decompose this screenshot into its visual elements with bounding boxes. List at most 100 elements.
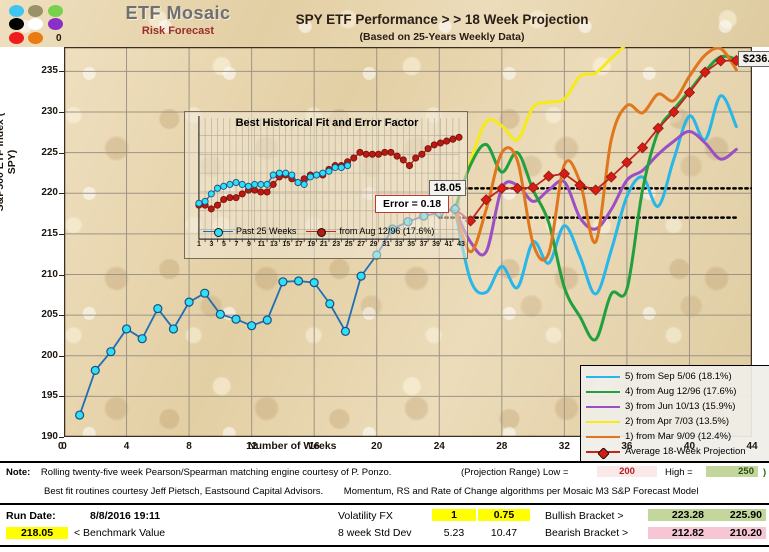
x-axis-title: Number of Weeks (248, 440, 337, 452)
note-line-1: Note: Rolling twenty-five week Pearson/S… (6, 466, 767, 483)
status-inner: Run Date: 8/8/2016 19:11 218.05 < Benchm… (0, 505, 769, 547)
y-tick: 225 (41, 146, 58, 158)
inset-legend-swatch (306, 227, 337, 237)
error-factor-box: Error = 0.18 (375, 195, 450, 213)
logo-dot-7 (28, 31, 44, 44)
y-tick: 235 (41, 65, 58, 77)
note-line-2: Best fit routines courtesy Jeff Pietsch,… (6, 486, 763, 497)
inset-x-tick: 11 (257, 241, 266, 248)
inset-title: Best Historical Fit and Error Factor (235, 117, 419, 129)
x-tick: 32 (558, 441, 570, 452)
projection-range-low: 200 (597, 466, 657, 477)
legend-item-3[interactable]: 2) from Apr 7/03 (13.5%) (586, 414, 769, 429)
inset-x-tick: 33 (394, 241, 403, 248)
note-text-1: Rolling twenty-five week Pearson/Spearma… (40, 467, 392, 478)
inset-x-tick: 17 (294, 241, 303, 248)
bearish-bracket-label: Bearish Bracket > (545, 527, 629, 539)
logo-dot-5 (48, 18, 64, 31)
inset-canvas (195, 115, 463, 243)
y-tick-mark (59, 193, 64, 195)
inset-x-tick: 35 (407, 241, 415, 248)
benchmark-value: 218.05 (6, 527, 68, 539)
y-tick: 220 (41, 187, 58, 199)
inset-x-tick: 29 (369, 241, 378, 248)
x-tick: 20 (371, 441, 383, 452)
benchmark-label: < Benchmark Value (74, 527, 166, 539)
legend-label: Average 18-Week Projection (625, 446, 746, 457)
logo-dot-0 (8, 5, 24, 18)
legend-swatch (586, 371, 620, 383)
legend-label: 3) from Jun 10/13 (15.9%) (625, 401, 736, 412)
legend-label: 2) from Apr 7/03 (13.5%) (625, 416, 730, 427)
x-tick: 36 (621, 441, 633, 452)
run-date-label: Run Date: (6, 510, 56, 522)
projection-range-close: ) (763, 467, 767, 478)
y-tick-mark (59, 274, 64, 276)
x-tick: 28 (496, 441, 508, 452)
legend-item-2[interactable]: 3) from Jun 10/13 (15.9%) (586, 399, 769, 414)
logo-dot-6 (8, 31, 24, 44)
x-tick: 12 (246, 441, 258, 452)
projection-range-high-label: High = (665, 467, 693, 478)
y-tick-mark (59, 152, 64, 154)
inset-legend-label: from Aug 12/96 (17.6%) (339, 226, 435, 236)
notes-panel: Note: Rolling twenty-five week Pearson/S… (0, 461, 769, 505)
y-tick-mark (59, 355, 64, 357)
brand-name: ETF Mosaic (125, 3, 231, 23)
y-tick: 205 (41, 309, 58, 321)
legend-swatch (586, 386, 620, 398)
inset-x-tick: 31 (382, 241, 391, 248)
inset-x-tick: 39 (432, 241, 440, 248)
legend-swatch (586, 431, 620, 443)
logo-dot-4 (28, 18, 44, 31)
legend-item-4[interactable]: 1) from Mar 9/09 (12.4%) (586, 429, 769, 444)
projection-range-label: (Projection Range) Low = (461, 467, 569, 478)
std-dev-a: 5.23 (443, 527, 465, 539)
chart-subtitle: (Based on 25-Years Weekly Data) (359, 31, 525, 43)
y-tick: 230 (41, 106, 58, 117)
bullish-bracket-label: Bullish Bracket > (545, 510, 624, 522)
note-label: Note: (6, 467, 31, 478)
bearish-bracket-a: 212.82 (648, 527, 708, 539)
logo-dot-1 (28, 5, 44, 18)
x-tick: 16 (308, 441, 320, 452)
inset-x-tick: 1 (197, 241, 201, 248)
plot-area: Best Historical Fit and Error Factor Err… (41, 47, 769, 479)
volatility-fx-b: 0.75 (478, 509, 530, 521)
y-tick-mark (59, 233, 64, 235)
y-axis-title: S&P500 ETF Index ( SPY) (0, 113, 18, 212)
inset-x-tick: 19 (307, 241, 316, 248)
legend-item-1[interactable]: 4) from Aug 12/96 (17.6%) (586, 384, 769, 399)
chart-title: SPY ETF Performance > > 18 Week Projecti… (295, 12, 589, 27)
projection-range-high: 250 (706, 466, 758, 477)
legend-swatch (586, 416, 620, 428)
legend-label: 5) from Sep 5/06 (18.1%) (625, 371, 732, 382)
logo-dot-2 (48, 5, 64, 18)
inset-legend-label: Past 25 Weeks (236, 226, 297, 236)
note-text-2a: Best fit routines courtesy Jeff Pietsch,… (44, 486, 324, 497)
y-tick: 210 (41, 268, 58, 280)
legend-item-5[interactable]: Average 18-Week Projection (586, 444, 769, 460)
y-tick-mark (59, 437, 64, 438)
axis-corner-bottom-left: 0 (58, 441, 64, 452)
inset-legend-swatch (203, 227, 233, 237)
axis-corner-top-left: 0 (56, 33, 62, 44)
bullish-bracket-a: 223.28 (648, 509, 708, 521)
inset-x-tick: 41 (444, 241, 453, 248)
legend-label: 4) from Aug 12/96 (17.6%) (625, 386, 737, 397)
run-date-value: 8/8/2016 19:11 (90, 510, 161, 522)
legend-swatch (586, 401, 620, 413)
legend-label: 1) from Mar 9/09 (12.4%) (625, 431, 732, 442)
logo-dot-3 (8, 18, 24, 31)
inset-x-tick: 3 (209, 241, 214, 248)
app-logo (4, 2, 68, 47)
inset-x-tick: 7 (234, 241, 239, 248)
inset-legend: Past 25 Weeks from Aug 12/96 (17.6%) (203, 226, 453, 237)
legend-item-0[interactable]: 5) from Sep 5/06 (18.1%) (586, 369, 769, 384)
inset-x-tick: 43 (457, 241, 465, 248)
x-tick: 44 (746, 441, 758, 452)
status-bar: Run Date: 8/8/2016 19:11 218.05 < Benchm… (0, 505, 769, 550)
y-tick: 215 (41, 227, 58, 239)
inset-x-tick: 27 (357, 241, 366, 248)
volatility-fx-a: 1 (432, 509, 476, 521)
